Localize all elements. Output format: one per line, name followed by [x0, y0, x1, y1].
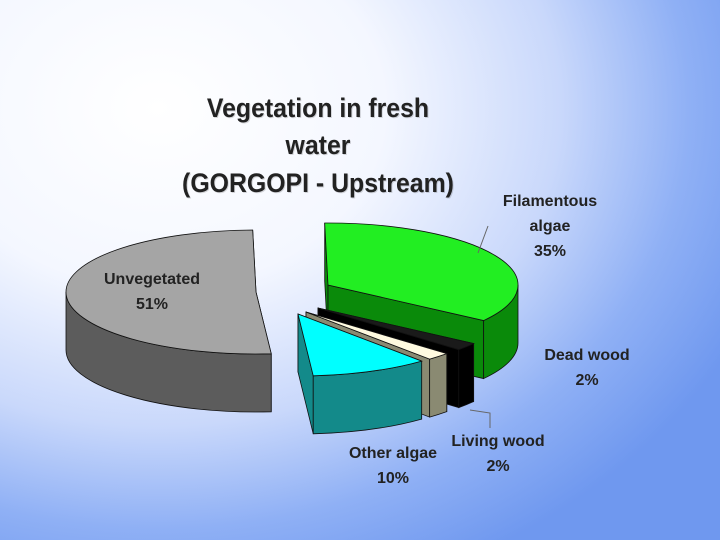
slice-percent: 2%: [575, 372, 598, 389]
slice-label-other-algae: Other algae 10%: [349, 445, 437, 487]
pie-slice-top: [317, 307, 475, 351]
slice-name: Living wood: [451, 433, 544, 450]
slice-percent: 10%: [377, 470, 409, 487]
slice-label-living-wood: Living wood 2%: [451, 433, 544, 475]
slice-label-dead-wood: Dead wood 2%: [544, 347, 629, 389]
chart-title: Vegetation in fresh water (GORGOPI - Ups…: [180, 90, 456, 202]
pie-slice-top: [65, 229, 272, 355]
leader-line-living-wood: [469, 409, 491, 428]
slice-name: Unvegetated: [104, 271, 200, 288]
chart-title-line-2: (GORGOPI - Upstream): [182, 167, 454, 198]
slice-percent: 2%: [486, 458, 509, 475]
pie-slice-outer-wall: [458, 342, 475, 409]
leader-lines: [469, 225, 491, 428]
pie-slice-top: [297, 313, 423, 377]
slice-labels: Filamentous algae 35%Dead wood 2%Living woo…: [104, 193, 630, 487]
slice-name: Filamentous: [503, 193, 597, 210]
pie-slice-top: [324, 222, 519, 321]
slice-label-filamentous-algae: Filamentous algae 35%: [503, 193, 597, 260]
pie-slice-unvegetated: [65, 229, 272, 413]
chart-title-line-1: Vegetation in fresh water: [206, 93, 430, 161]
pie-slices: [65, 222, 519, 435]
slice-name: Dead wood: [544, 347, 629, 364]
pie-slice-outer-wall: [429, 353, 448, 418]
leader-line-filamentous-algae: [477, 225, 489, 254]
slice-percent: 51%: [136, 296, 168, 313]
slice-name: Other algae: [349, 445, 437, 462]
slice-percent: 35%: [534, 243, 566, 260]
pie-slice-other-algae: [297, 313, 423, 435]
pie-slice-top: [305, 311, 449, 360]
slice-label-unvegetated: Unvegetated 51%: [104, 271, 200, 313]
slice-name: algae: [530, 218, 571, 235]
